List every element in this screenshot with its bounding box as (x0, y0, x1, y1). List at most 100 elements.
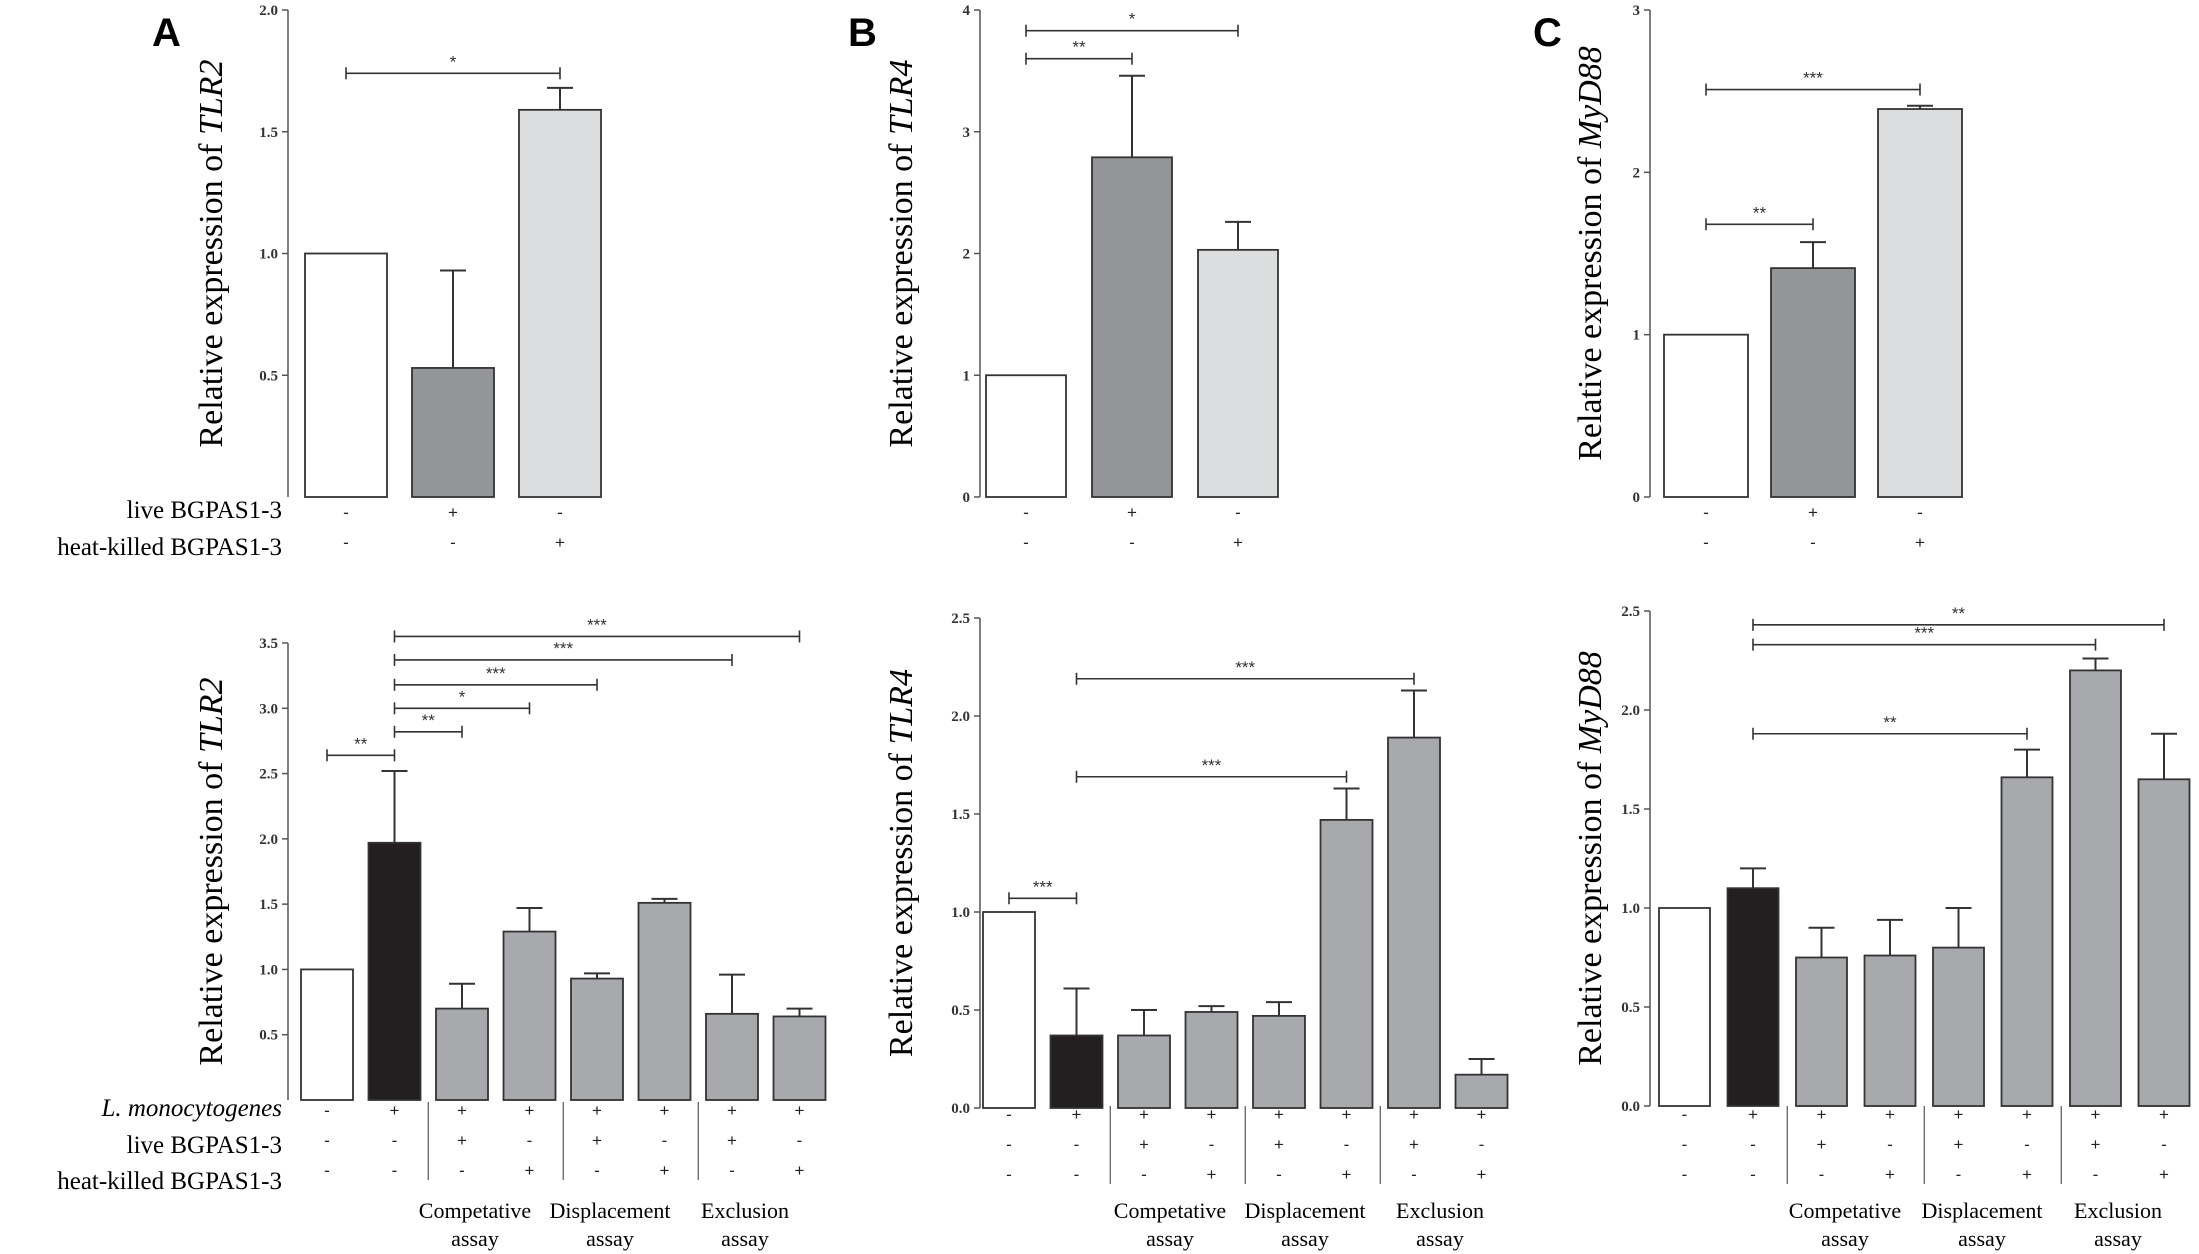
b-bottom-assay-label-0: Competative (1114, 1198, 1226, 1223)
a-top-y-axis-label-text: Relative expression of (193, 135, 230, 448)
c-bottom-sign-r1-c7: - (2161, 1135, 2167, 1154)
c-bottom-sign-r2-c2: - (1819, 1165, 1825, 1184)
c-top-bar-1 (1770, 267, 1856, 498)
a-top-tick-label-3: 2.0 (259, 3, 278, 19)
c-bottom-bar-0 (1658, 907, 1711, 1107)
c-bottom-sign-r0-c2: + (1817, 1105, 1827, 1124)
b-top-sign-r1-c0: - (1023, 533, 1029, 552)
a-bottom-tick-label-6: 3.5 (259, 636, 278, 652)
a-top-bar-2 (518, 108, 602, 498)
a-bottom-sign-r1-c5: - (662, 1131, 668, 1150)
a-bottom-sig-label-1: ** (422, 711, 436, 730)
c-bottom-sign-r2-c5: + (2022, 1165, 2032, 1184)
a-bottom-sign-r0-c6: + (727, 1101, 737, 1120)
a-bottom-tick-label-0: 0.5 (259, 1028, 278, 1044)
a-bottom-bar-7 (772, 1015, 827, 1101)
c-bottom-sign-r0-c6: + (2091, 1105, 2101, 1124)
a-bottom-sign-r0-c4: + (592, 1101, 602, 1120)
a-bottom-sign-r0-c2: + (457, 1101, 467, 1120)
a-bottom-sign-r1-c3: - (527, 1131, 533, 1150)
b-top-y-axis-label-gene: TLR4 (883, 59, 920, 135)
b-bottom-sign-r0-c7: + (1477, 1105, 1487, 1124)
c-bottom-tick-label-0: 0.0 (1621, 1099, 1640, 1115)
c-bottom-tick-label-3: 1.5 (1621, 802, 1640, 818)
a-bottom-sign-r1-c1: - (392, 1131, 398, 1150)
b-bottom-bar-1 (1049, 1034, 1104, 1109)
c-bottom-bar-1 (1726, 887, 1780, 1107)
b-bottom-sign-r2-c4: - (1276, 1165, 1282, 1184)
b-bottom-sig-label-2: *** (1235, 658, 1255, 677)
a-bottom-assay-label-2: Exclusion (701, 1198, 789, 1223)
a-top-tick-label-0: 0.5 (259, 368, 278, 384)
b-bottom-sign-r1-c1: - (1074, 1135, 1080, 1154)
b-bottom-sign-r1-c4: + (1274, 1135, 1284, 1154)
c-bottom-bar-6 (2069, 669, 2122, 1107)
a-bottom-sign-r0-c3: + (525, 1101, 535, 1120)
c-bottom-sign-r1-c5: - (2024, 1135, 2030, 1154)
a-bottom-sign-r0-c5: + (660, 1101, 670, 1120)
b-bottom-tick-label-4: 2.0 (951, 709, 970, 725)
a-bottom-sign-r2-c3: + (525, 1161, 535, 1180)
a-bottom-sign-r1-c6: + (727, 1131, 737, 1150)
a-bottom-sign-r2-c2: - (459, 1161, 465, 1180)
c-top-y-axis-label-gene: MyD88 (1572, 46, 1609, 149)
b-top-sig-label-1: * (1129, 10, 1136, 29)
b-top-sig-label-0: ** (1072, 38, 1086, 57)
b-bottom-sign-r0-c2: + (1139, 1105, 1149, 1124)
c-bottom-bar-7 (2137, 778, 2191, 1107)
c-bottom-sign-r0-c4: + (1954, 1105, 1964, 1124)
a-bottom-sign-r1-c0: - (324, 1131, 330, 1150)
c-bottom-assay-label-0: Competative (1789, 1198, 1901, 1223)
c-bottom-sign-r2-c6: - (2093, 1165, 2099, 1184)
a-bottom-sign-r2-c6: - (729, 1161, 735, 1180)
b-bottom-sign-r1-c0: - (1006, 1135, 1012, 1154)
c-bottom-sig-label-2: ** (1952, 604, 1966, 623)
b-bottom-sign-r1-c7: - (1479, 1135, 1485, 1154)
b-bottom-y-axis-label-gene: TLR4 (883, 669, 920, 745)
a-top-sign-r0-c0: - (343, 503, 349, 522)
a-top-bar-0 (304, 252, 388, 498)
c-bottom-sign-r0-c1: + (1748, 1105, 1758, 1124)
a-bottom-sign-r2-c5: + (660, 1161, 670, 1180)
b-top-bar-0 (985, 374, 1067, 498)
c-bottom-sign-r1-c0: - (1682, 1135, 1688, 1154)
c-bottom-assay-sublabel-0: assay (1821, 1226, 1869, 1251)
panel-letter-c: C (1533, 11, 1562, 55)
b-bottom-sign-r2-c2: - (1141, 1165, 1147, 1184)
row-label-live-bottom: live BGPAS1-3 (127, 1132, 282, 1159)
b-bottom-sign-r0-c4: + (1274, 1105, 1284, 1124)
c-bottom-sign-r1-c1: - (1750, 1135, 1756, 1154)
a-bottom-assay-sublabel-0: assay (451, 1226, 499, 1251)
c-top-sign-r1-c0: - (1703, 533, 1709, 552)
c-bottom-tick-label-2: 1.0 (1621, 901, 1640, 917)
a-bottom-assay-sublabel-1: assay (586, 1226, 634, 1251)
b-bottom-y-axis-label: Relative expression of TLR4 (883, 669, 920, 1057)
a-bottom-sign-r1-c7: - (797, 1131, 803, 1150)
a-bottom-tick-label-2: 1.5 (259, 897, 278, 913)
b-bottom-sign-r1-c5: - (1344, 1135, 1350, 1154)
b-bottom-sig-label-1: *** (1202, 756, 1222, 775)
c-bottom-sign-r0-c0: - (1682, 1105, 1688, 1124)
panel-letter-a: A (152, 11, 181, 55)
c-top-sig-label-0: ** (1753, 203, 1767, 222)
a-top-sign-r1-c0: - (343, 533, 349, 552)
b-bottom-sign-r2-c6: - (1411, 1165, 1417, 1184)
b-top-tick-label-1: 1 (963, 368, 971, 384)
row-label-listeria: L. monocytogenes (100, 1095, 282, 1122)
a-bottom-sign-r2-c4: - (594, 1161, 600, 1180)
a-bottom-bar-6 (705, 1012, 759, 1101)
a-bottom-sign-r2-c1: - (392, 1161, 398, 1180)
b-bottom-bar-3 (1184, 1011, 1239, 1109)
a-bottom-y-axis-label: Relative expression of TLR2 (193, 677, 230, 1065)
a-bottom-y-axis-label-gene: TLR2 (193, 677, 230, 753)
b-bottom-bar-2 (1117, 1034, 1171, 1109)
b-bottom-tick-label-0: 0.0 (951, 1101, 970, 1117)
a-bottom-sign-r0-c0: - (324, 1101, 330, 1120)
b-bottom-assay-sublabel-0: assay (1146, 1226, 1194, 1251)
b-top-sign-r0-c2: - (1235, 503, 1241, 522)
panel-letter-b: B (848, 11, 877, 55)
c-bottom-sig-label-1: *** (1914, 624, 1934, 643)
b-top-tick-label-4: 4 (963, 3, 971, 19)
c-top-bar-2 (1877, 108, 1963, 498)
b-top-bar-1 (1091, 156, 1173, 498)
